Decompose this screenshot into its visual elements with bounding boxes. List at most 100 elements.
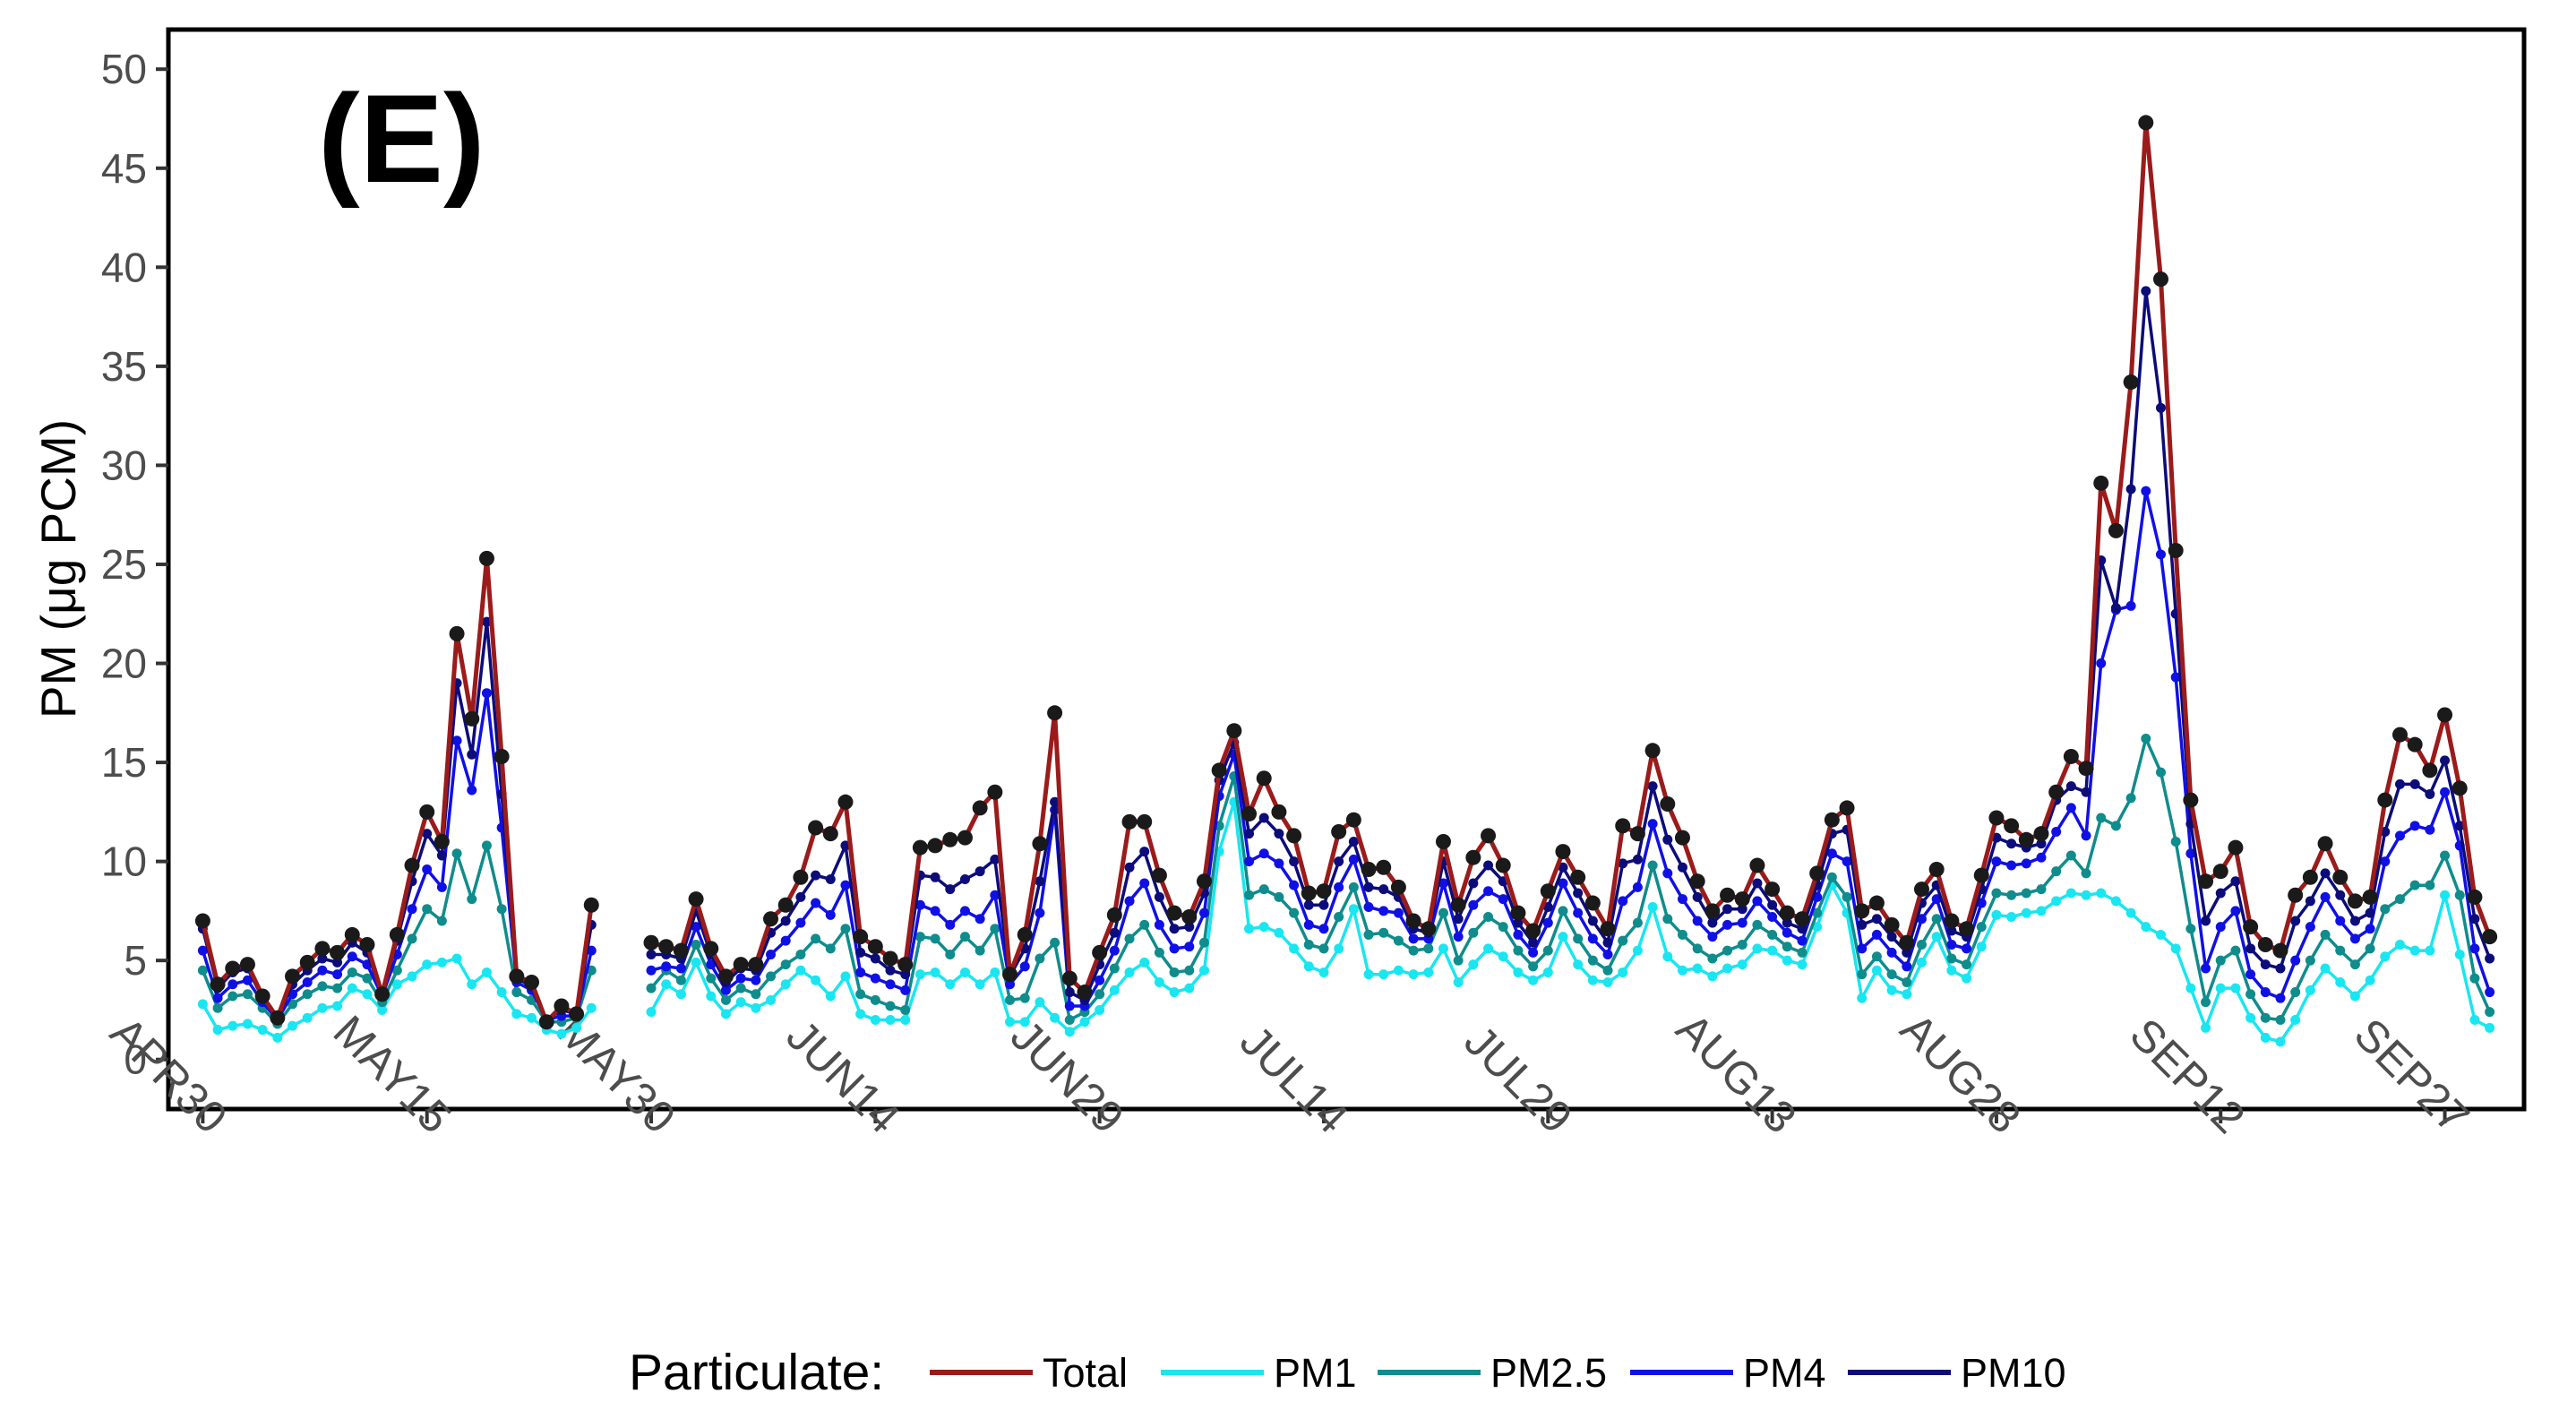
- point-pm1: [2065, 888, 2076, 899]
- point-pm4: [2290, 955, 2301, 966]
- point-pm4: [1602, 950, 1613, 960]
- y-tick-label: 5: [124, 937, 147, 984]
- point-total: [1481, 828, 1497, 844]
- point-total: [2332, 869, 2348, 885]
- legend-item-pm10: PM10: [1848, 1350, 2066, 1396]
- point-pm2-5: [2021, 888, 2031, 899]
- point-total: [374, 986, 391, 1002]
- point-total: [1959, 921, 1975, 937]
- point-pm1: [1453, 976, 1464, 987]
- point-pm2-5: [900, 1004, 911, 1015]
- point-pm4: [1408, 933, 1419, 944]
- point-pm2-5: [1962, 959, 1972, 970]
- point-total: [897, 957, 914, 973]
- point-pm10: [811, 870, 821, 881]
- point-pm2-5: [1378, 927, 1389, 938]
- point-pm1: [2110, 896, 2121, 907]
- point-pm4: [1857, 943, 1868, 954]
- point-pm2-5: [2125, 793, 2136, 804]
- point-pm2-5: [1423, 943, 1434, 954]
- point-pm1: [197, 999, 208, 1010]
- point-pm2-5: [706, 973, 717, 984]
- point-total: [1226, 723, 1242, 739]
- point-total: [1944, 913, 1960, 929]
- legend-label: PM1: [1274, 1350, 1357, 1396]
- point-pm1: [1124, 967, 1135, 977]
- point-total: [344, 926, 360, 942]
- point-pm1: [391, 979, 402, 990]
- point-pm2-5: [1513, 945, 1524, 956]
- point-pm2-5: [1139, 919, 1150, 930]
- point-pm1: [1348, 904, 1359, 915]
- point-pm10: [1109, 927, 1120, 938]
- point-pm4: [2349, 933, 2360, 944]
- point-pm4: [1692, 916, 1703, 926]
- point-total: [957, 830, 973, 846]
- point-pm4: [2036, 852, 2047, 863]
- point-total: [1749, 857, 1765, 873]
- point-total: [1525, 923, 1541, 939]
- point-total: [554, 998, 570, 1014]
- point-total: [733, 957, 749, 973]
- point-pm2-5: [1095, 989, 1105, 1000]
- point-total: [299, 954, 315, 970]
- point-total: [1241, 806, 1258, 822]
- point-pm1: [377, 1004, 388, 1015]
- point-pm10: [1289, 856, 1300, 867]
- point-pm10: [855, 947, 866, 958]
- y-tick-label: 40: [101, 244, 147, 290]
- point-pm1: [1303, 961, 1314, 972]
- point-pm1: [2485, 1022, 2495, 1033]
- y-axis: 0 5 10 15 20 25 30 35 40 45 50: [101, 46, 168, 1083]
- point-pm4: [2305, 922, 2315, 933]
- point-pm1: [1632, 945, 1643, 956]
- point-pm2-5: [2305, 955, 2315, 966]
- point-total: [569, 1006, 585, 1022]
- point-pm1: [691, 957, 701, 968]
- point-pm4: [1154, 919, 1164, 930]
- point-pm1: [1871, 965, 1882, 976]
- point-pm2-5: [2096, 813, 2107, 823]
- point-pm1: [1542, 967, 1553, 977]
- point-pm10: [2125, 484, 2136, 494]
- point-pm10: [825, 874, 836, 885]
- point-pm10: [2036, 838, 2047, 849]
- point-pm2-5: [1498, 922, 1508, 933]
- point-pm2-5: [751, 989, 761, 1000]
- point-pm10: [1707, 917, 1718, 928]
- point-total: [2138, 115, 2154, 131]
- point-total: [1704, 903, 1721, 919]
- point-pm1: [1767, 945, 1778, 956]
- point-pm1: [2230, 983, 2241, 993]
- point-pm1: [288, 1020, 298, 1031]
- point-pm1: [1423, 967, 1434, 977]
- point-pm2-5: [1109, 963, 1120, 974]
- point-pm1: [2380, 951, 2391, 962]
- point-pm1: [1662, 951, 1673, 962]
- point-pm2-5: [840, 924, 851, 934]
- point-pm1: [347, 983, 357, 993]
- point-total: [524, 974, 540, 990]
- point-pm10: [1737, 904, 1747, 915]
- point-pm4: [1513, 929, 1524, 940]
- point-pm2-5: [1826, 872, 1837, 882]
- point-total: [2198, 873, 2214, 890]
- point-pm1: [2036, 906, 2047, 916]
- point-pm10: [1618, 858, 1628, 869]
- point-pm2-5: [212, 1002, 223, 1013]
- point-pm2-5: [362, 973, 373, 984]
- point-pm10: [2320, 868, 2331, 879]
- point-total: [1584, 895, 1601, 911]
- point-pm2-5: [2201, 997, 2211, 1008]
- point-total: [2437, 707, 2453, 723]
- point-pm2-5: [1453, 955, 1464, 966]
- point-pm1: [1812, 922, 1823, 933]
- point-pm10: [1244, 829, 1255, 839]
- point-pm4: [1334, 882, 1344, 892]
- point-total: [2288, 887, 2304, 903]
- point-pm1: [1976, 942, 1987, 952]
- legend-title: Particulate:: [629, 1344, 884, 1401]
- point-pm2-5: [1722, 945, 1733, 956]
- point-total: [1421, 921, 1437, 937]
- point-total: [987, 784, 1003, 800]
